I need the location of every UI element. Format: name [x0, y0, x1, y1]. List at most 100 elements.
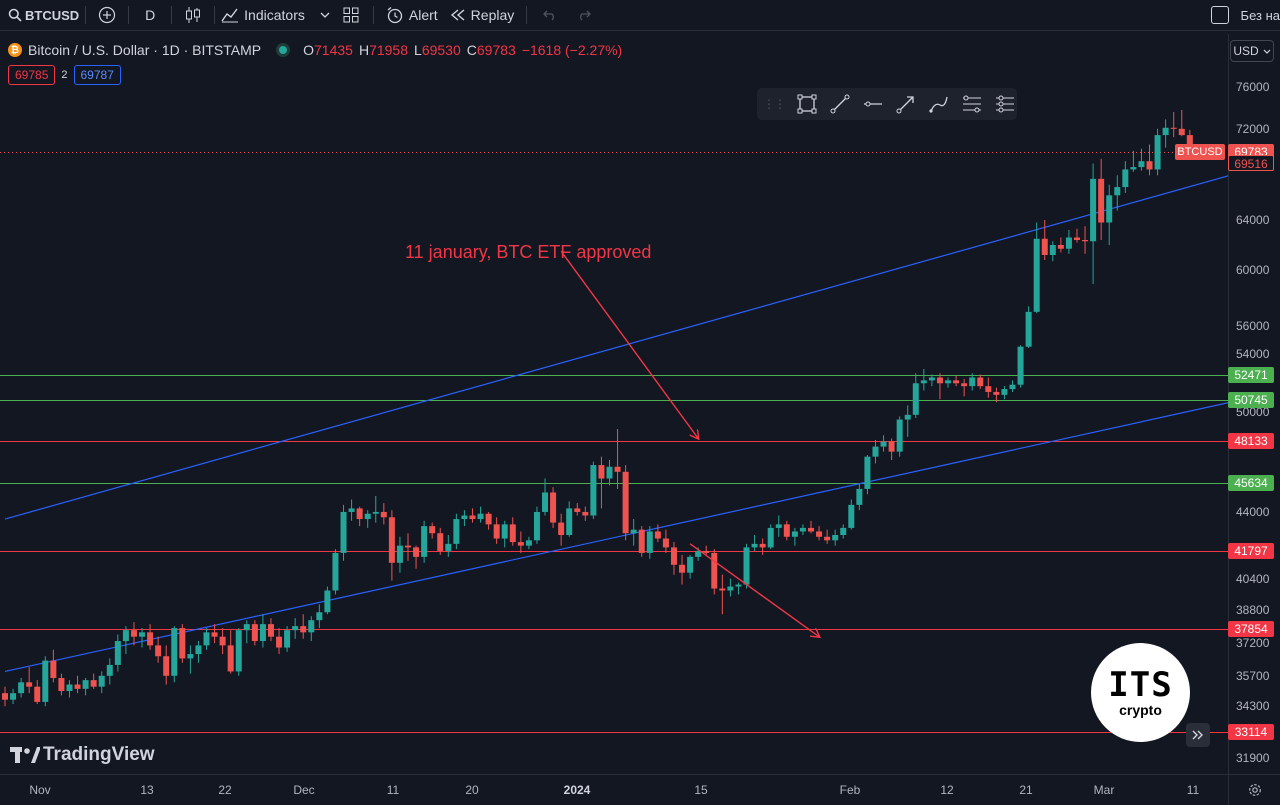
- arrow-line-icon: [896, 96, 914, 114]
- candle: [558, 513, 565, 546]
- candle: [10, 688, 17, 705]
- sell-price[interactable]: 69785: [8, 65, 56, 85]
- candle-body: [630, 529, 637, 534]
- time-tick: Feb: [839, 783, 861, 797]
- indicators-dropdown[interactable]: [311, 12, 339, 18]
- annotation-arrow-1[interactable]: [560, 250, 698, 438]
- candle: [832, 529, 839, 546]
- brush-tool-button[interactable]: [928, 92, 951, 116]
- tradingview-logo-icon: [10, 747, 40, 763]
- layout-checkbox[interactable]: [1210, 6, 1229, 24]
- etf-annotation[interactable]: 11 january, BTC ETF approved: [405, 242, 651, 262]
- horizontal-ray-tool-button[interactable]: [861, 92, 884, 116]
- candle-body: [1114, 187, 1121, 196]
- candle: [34, 680, 41, 705]
- candle-body: [574, 508, 581, 512]
- candle-body: [791, 531, 798, 537]
- level-price-label[interactable]: 45634: [1228, 475, 1274, 491]
- candle-body: [179, 628, 186, 659]
- candle: [977, 374, 984, 390]
- divider: [128, 6, 130, 24]
- candle-body: [316, 612, 323, 621]
- replay-button[interactable]: Replay: [444, 0, 521, 31]
- fib-tool-button[interactable]: [961, 92, 984, 116]
- candle: [1154, 128, 1161, 176]
- level-price-label[interactable]: 52471: [1228, 367, 1274, 383]
- candle-body: [147, 632, 154, 646]
- price-chart[interactable]: 11 january, BTC ETF approved: [0, 34, 1228, 774]
- candle: [969, 373, 976, 391]
- candle: [928, 374, 935, 387]
- candle: [525, 536, 532, 550]
- candle: [598, 456, 605, 509]
- candle: [2, 686, 8, 707]
- currency-selector[interactable]: USD: [1230, 40, 1274, 62]
- candle: [542, 478, 549, 516]
- arrow-tool-button[interactable]: [894, 92, 917, 116]
- divider: [171, 6, 173, 24]
- candle: [413, 545, 420, 569]
- chart-settings-button[interactable]: [1228, 774, 1280, 805]
- drag-handle-icon[interactable]: ⋮⋮: [763, 97, 786, 111]
- grid-icon: [343, 7, 359, 23]
- its-crypto-badge: ITS crypto: [1091, 643, 1190, 742]
- level-price-label[interactable]: 33114: [1228, 724, 1274, 740]
- high-value: 71958: [369, 42, 409, 58]
- candle: [1138, 148, 1145, 171]
- undo-button[interactable]: [533, 9, 567, 21]
- redo-button[interactable]: [567, 9, 601, 21]
- symbol-title[interactable]: Bitcoin / U.S. Dollar · 1D · BITSTAMP: [28, 42, 262, 58]
- candle: [751, 534, 758, 551]
- indicators-button[interactable]: Indicators: [221, 0, 305, 31]
- candle-body: [759, 543, 766, 548]
- candle-body: [122, 630, 129, 642]
- channel-line-1[interactable]: [4, 175, 1228, 520]
- channel-line-2[interactable]: [4, 402, 1228, 673]
- bid-ask: 69785 2 69787: [8, 65, 121, 85]
- chart-area[interactable]: 11 january, BTC ETF approved: [0, 34, 1228, 774]
- candle-body: [517, 542, 524, 546]
- layout-name[interactable]: Без на: [1240, 7, 1280, 23]
- candle-body: [18, 682, 25, 694]
- candle-body: [735, 584, 742, 587]
- tradingview-logo[interactable]: TradingView: [10, 744, 155, 766]
- candle: [945, 377, 952, 388]
- candle: [437, 527, 444, 555]
- candle-body: [380, 511, 387, 518]
- rectangle-tool-button[interactable]: [795, 92, 818, 116]
- candle: [195, 641, 202, 663]
- interval-button[interactable]: D: [145, 7, 156, 23]
- buy-price[interactable]: 69787: [73, 65, 121, 85]
- candle: [912, 373, 919, 418]
- symbol-search[interactable]: BTCUSD: [0, 0, 79, 31]
- candle-body: [1138, 161, 1145, 168]
- alert-button[interactable]: Alert: [380, 0, 444, 31]
- candle-body: [1098, 178, 1105, 223]
- more-tools-button[interactable]: [994, 92, 1017, 116]
- level-price-label[interactable]: 41797: [1228, 543, 1274, 559]
- candle-body: [695, 550, 702, 557]
- templates-button[interactable]: [339, 7, 363, 23]
- candle: [888, 438, 895, 461]
- compare-add-button[interactable]: [92, 6, 122, 24]
- annotation-arrow-2[interactable]: [689, 543, 819, 637]
- level-price-label[interactable]: 48133: [1228, 433, 1274, 449]
- candle: [340, 504, 347, 561]
- candle-body: [1130, 167, 1137, 170]
- candle: [961, 378, 968, 397]
- price-tick: 37200: [1236, 636, 1270, 650]
- level-price-label[interactable]: 50745: [1228, 392, 1274, 408]
- candle: [203, 628, 210, 650]
- candle: [243, 620, 250, 644]
- candles-icon: [186, 7, 201, 23]
- time-scale[interactable]: Nov 13 22 Dec 11 20 2024 15 Feb 12 21 Mar 11: [0, 774, 1228, 805]
- candle-body: [719, 588, 726, 591]
- candle-body: [396, 545, 403, 563]
- chart-type-button[interactable]: [178, 6, 208, 24]
- level-price-label[interactable]: 37854: [1228, 621, 1274, 637]
- trend-line-tool-button[interactable]: [828, 92, 851, 116]
- candle: [324, 586, 331, 615]
- candle: [1009, 380, 1016, 392]
- candle-body: [614, 466, 621, 472]
- scroll-to-realtime-button[interactable]: [1186, 723, 1210, 747]
